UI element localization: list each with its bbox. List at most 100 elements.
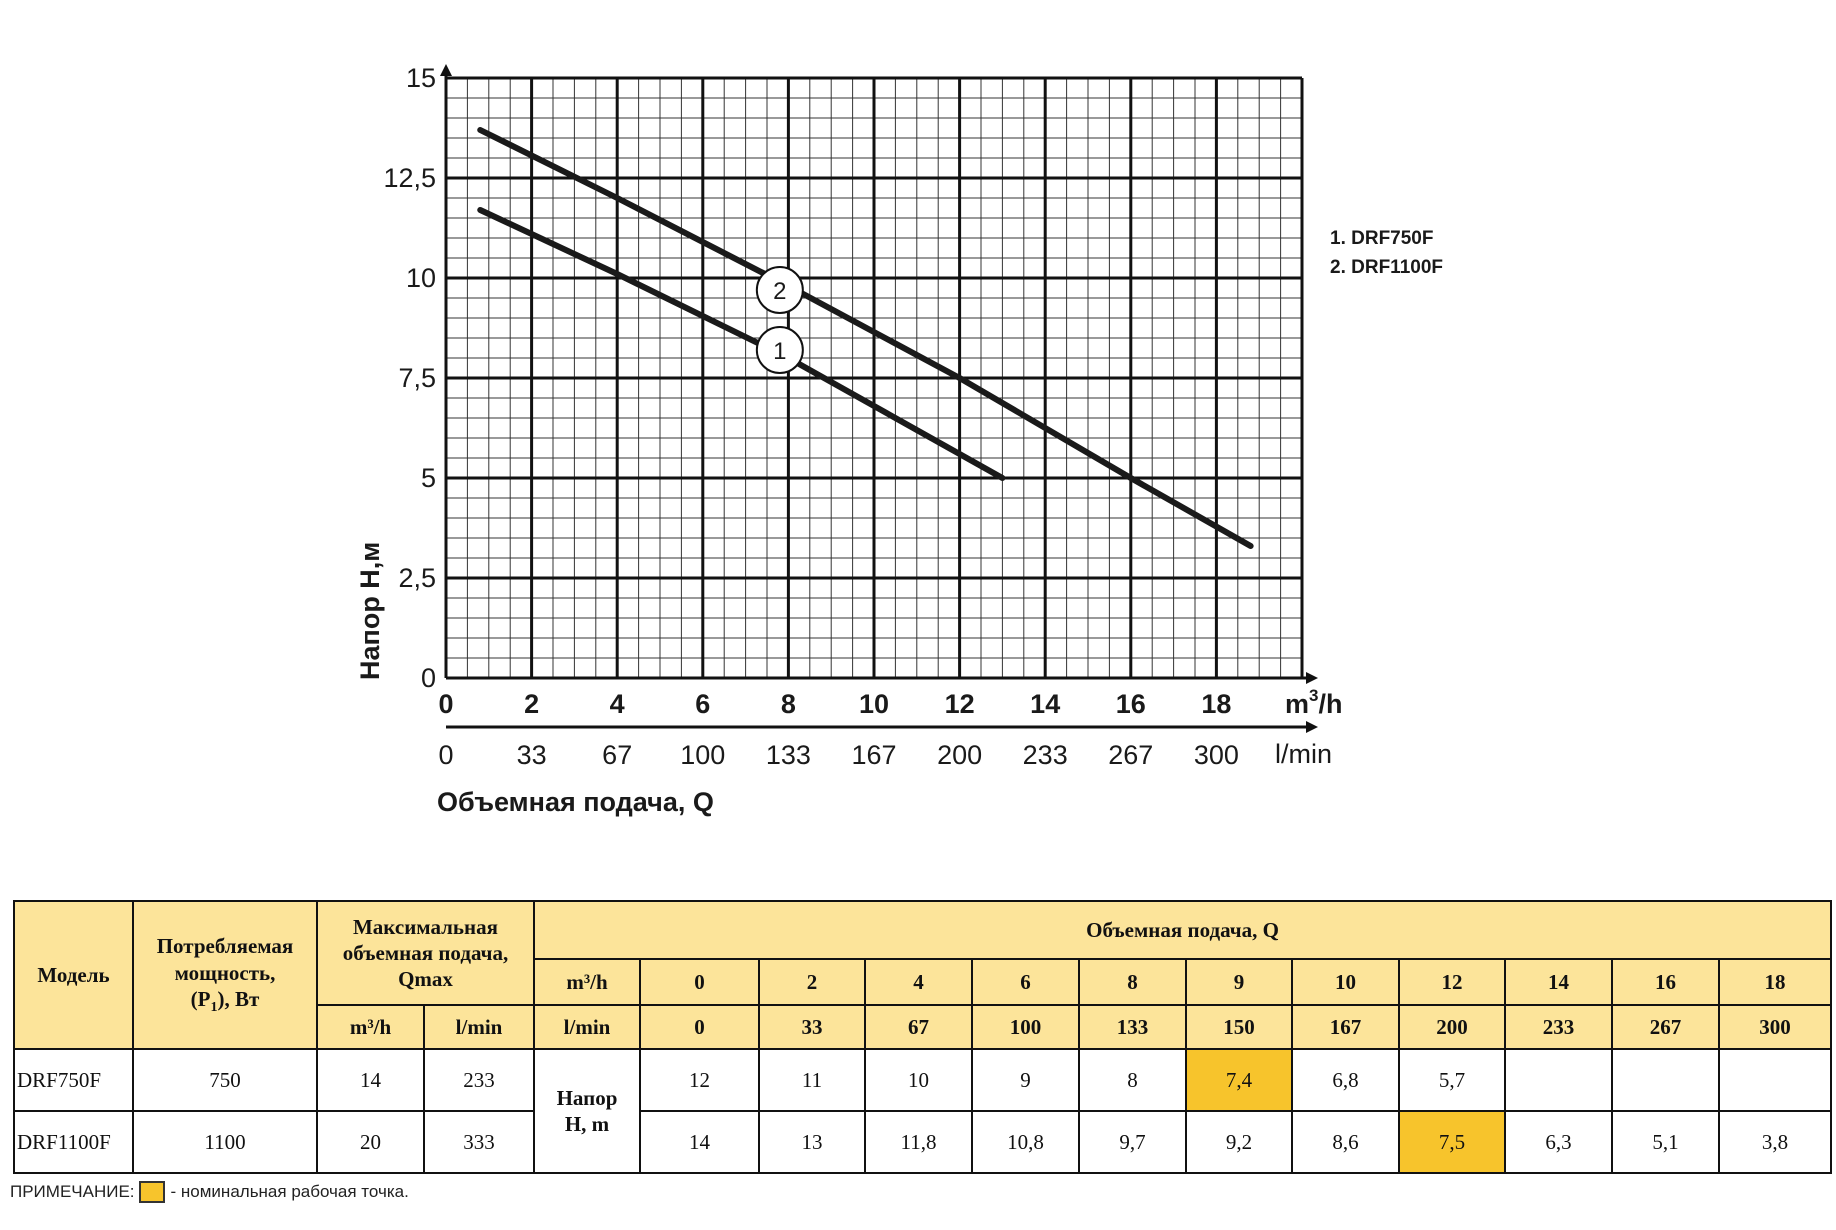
header-m3h: m³/h [533,958,641,1006]
head-value-cell: 5,7 [1398,1048,1506,1112]
header-qmax: Максимальная объемная подача, Qmax [316,900,535,1006]
y-tick-label: 15 [406,63,436,93]
y-tick-label: 5 [421,463,436,493]
y-tick-labels: 0 2,5 5 7,5 10 12,5 15 [383,63,436,693]
head-value-cell: 8 [1078,1048,1187,1112]
legend-item-2: 2. DRF1100F [1330,257,1443,278]
head-value-cell: 9,2 [1185,1110,1293,1174]
flow-m3h-cell: 9 [1185,958,1293,1006]
axes [440,64,1318,733]
y-axis-title: Напор Н,м [355,542,385,680]
head-value-cell: 3,8 [1717,1110,1833,1174]
series-marker-label: 1 [773,338,786,365]
note-prefix: ПРИМЕЧАНИЕ: [10,1182,135,1201]
y-tick-label: 2,5 [398,563,436,593]
x2-tick-label: 67 [602,740,632,770]
flow-lmin-cell: 300 [1717,1004,1833,1050]
x-tick-label: 0 [438,689,453,719]
x2-tick-label: 167 [851,740,896,770]
series-line-2 [477,127,1254,549]
head-value-cell: 8,6 [1291,1110,1400,1174]
x-tick-labels: 0 2 4 6 8 10 12 14 16 18 [438,689,1231,719]
x2-tick-label: 33 [517,740,547,770]
header-head: Напор Н, m [533,1048,641,1174]
x2-tick-labels: 0 33 67 100 133 167 200 233 267 300 [438,740,1238,770]
head-value-cell: 6,3 [1504,1110,1613,1174]
flow-m3h-cell: 16 [1611,958,1720,1006]
row-model: DRF1100F [13,1110,134,1174]
flow-lmin-cell: 267 [1611,1004,1720,1050]
x2-tick-label: 0 [438,740,453,770]
row-qmax-lmin: 333 [423,1110,535,1174]
head-value-cell [1504,1048,1613,1112]
head-value-cell: 10,8 [971,1110,1080,1174]
flow-m3h-cell: 12 [1398,958,1506,1006]
x2-tick-label: 133 [766,740,811,770]
y-tick-label: 10 [406,263,436,293]
flow-lmin-cell: 233 [1504,1004,1613,1050]
flow-lmin-cell: 33 [758,1004,866,1050]
x2-tick-label: 200 [937,740,982,770]
legend-item-1: 1. DRF750F [1330,228,1433,249]
flow-lmin-cell: 67 [864,1004,973,1050]
flow-m3h-cell: 4 [864,958,973,1006]
head-value-cell: 7,4 [1185,1048,1293,1112]
flow-lmin-cell: 133 [1078,1004,1187,1050]
head-value-cell: 13 [758,1110,866,1174]
x2-tick-label: 100 [680,740,725,770]
x-tick-label: 10 [859,689,889,719]
header-flow: Объемная подача, Q [532,900,1833,960]
series-marker-label: 2 [773,278,786,305]
x-tick-label: 4 [610,689,625,719]
series-marker-2 [755,266,804,314]
y-axis-arrow [440,64,452,76]
head-value-cell: 10 [864,1048,973,1112]
x-axis-arrow [1306,672,1318,684]
head-value-cell: 12 [639,1048,760,1112]
flow-m3h-cell: 14 [1504,958,1613,1006]
y-tick-label: 0 [421,663,436,693]
head-value-cell: 11,8 [864,1110,973,1174]
x-tick-label: 18 [1201,689,1231,719]
header-qmax-m3h: m³/h [316,1004,425,1050]
head-value-cell: 7,5 [1398,1110,1506,1174]
y-tick-label: 7,5 [398,363,436,393]
header-model: Модель [13,900,134,1050]
x-unit-label: m3/h [1285,686,1342,719]
nominal-swatch [138,1181,165,1203]
flow-m3h-cell: 8 [1078,958,1187,1006]
row-qmax-m3h: 14 [316,1048,425,1112]
x-tick-label: 6 [695,689,710,719]
head-value-cell [1611,1048,1720,1112]
flow-lmin-cell: 200 [1398,1004,1506,1050]
flow-m3h-cell: 2 [758,958,866,1006]
x-axis-title: Объемная подача, Q [437,787,714,817]
series-markers: 12 [755,266,804,374]
head-value-cell: 9,7 [1078,1110,1187,1174]
head-value-cell: 6,8 [1291,1048,1400,1112]
series-marker-1 [755,326,804,374]
flow-m3h-cell: 10 [1291,958,1400,1006]
row-qmax-lmin: 233 [423,1048,535,1112]
x-tick-label: 14 [1030,689,1060,719]
head-value-cell: 5,1 [1611,1110,1720,1174]
row-model: DRF750F [13,1048,134,1112]
x2-tick-label: 300 [1194,740,1239,770]
x2-tick-label: 233 [1023,740,1068,770]
row-power: 1100 [132,1110,318,1174]
x-tick-label: 8 [781,689,796,719]
header-qmax-lmin: l/min [423,1004,535,1050]
x2-unit-label: l/min [1275,739,1332,769]
note-text: - номинальная рабочая точка. [170,1182,409,1201]
x-tick-label: 12 [945,689,975,719]
row-power: 750 [132,1048,318,1112]
x-tick-label: 2 [524,689,539,719]
performance-table: Модель Потребляемая мощность, (P1), Вт Мак… [13,900,1833,1174]
head-value-cell [1717,1048,1833,1112]
flow-m3h-cell: 0 [639,958,760,1006]
head-value-cell: 14 [639,1110,760,1174]
header-lmin: l/min [533,1004,641,1050]
flow-lmin-cell: 167 [1291,1004,1400,1050]
flow-m3h-cell: 6 [971,958,1080,1006]
